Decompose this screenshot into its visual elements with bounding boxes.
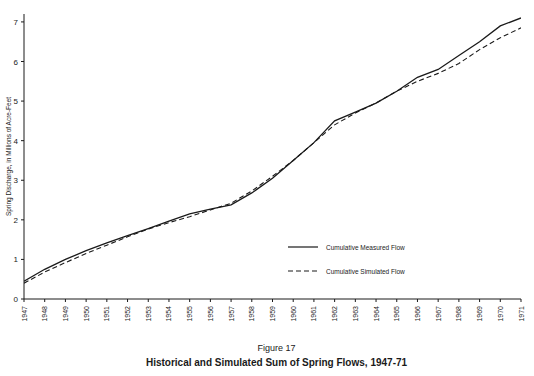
- x-tick: [479, 299, 480, 302]
- y-tick-label: 1: [14, 255, 19, 264]
- x-tick: [44, 299, 45, 302]
- y-tick-label: 3: [14, 176, 19, 185]
- figure-label: Figure 17: [257, 343, 295, 353]
- legend-swatch: [288, 270, 318, 271]
- x-tick-label: 1952: [124, 306, 131, 322]
- x-tick: [24, 299, 25, 302]
- x-tick-label: 1963: [352, 306, 359, 322]
- y-axis-label: Spring Discharge, in Millions of Acre-Fe…: [5, 97, 13, 216]
- x-tick-label: 1949: [62, 306, 69, 322]
- x-tick-label: 1962: [331, 306, 338, 322]
- x-tick: [251, 299, 252, 302]
- x-tick: [376, 299, 377, 302]
- x-tick-label: 1964: [373, 306, 380, 322]
- legend-label: Cumulative Measured Flow: [326, 244, 405, 251]
- x-tick: [521, 299, 522, 302]
- x-tick: [168, 299, 169, 302]
- x-tick-label: 1961: [310, 306, 317, 322]
- x-tick-label: 1950: [83, 306, 90, 322]
- x-tick: [189, 299, 190, 302]
- x-tick: [210, 299, 211, 302]
- y-tick-label: 0: [14, 295, 19, 304]
- chart: 0 1 2 3 4 5 6 7 1947 1948 1949 1950 1951 1952 1953 1954…: [0, 0, 534, 376]
- y-tick-label: 7: [14, 18, 19, 27]
- y-tick: [21, 61, 24, 62]
- x-tick-label: 1969: [476, 306, 483, 322]
- x-tick: [106, 299, 107, 302]
- x-tick: [313, 299, 314, 302]
- x-tick-label: 1971: [518, 306, 525, 322]
- y-tick-label: 2: [14, 216, 19, 225]
- x-tick: [127, 299, 128, 302]
- y-tick: [21, 259, 24, 260]
- y-tick-label: 4: [14, 137, 19, 146]
- x-tick: [417, 299, 418, 302]
- x-tick: [355, 299, 356, 302]
- legend-label: Cumulative Simulated Flow: [326, 268, 405, 275]
- x-tick: [231, 299, 232, 302]
- x-tick-label: 1958: [248, 306, 255, 322]
- x-tick-label: 1970: [497, 306, 504, 322]
- x-tick-label: 1955: [186, 306, 193, 322]
- x-tick-label: 1956: [207, 306, 214, 322]
- x-tick: [86, 299, 87, 302]
- x-tick: [396, 299, 397, 302]
- y-tick-label: 6: [14, 58, 19, 67]
- x-tick: [293, 299, 294, 302]
- series-line: [24, 18, 521, 281]
- x-tick-label: 1968: [455, 306, 462, 322]
- y-tick: [21, 21, 24, 22]
- y-tick: [21, 101, 24, 102]
- series-line: [24, 28, 521, 283]
- y-tick: [21, 180, 24, 181]
- x-tick: [334, 299, 335, 302]
- x-tick: [65, 299, 66, 302]
- y-axis: [24, 14, 25, 299]
- y-tick: [21, 219, 24, 220]
- x-tick: [458, 299, 459, 302]
- x-tick-label: 1947: [21, 306, 28, 322]
- x-tick-label: 1965: [393, 306, 400, 322]
- x-tick: [500, 299, 501, 302]
- x-tick-label: 1951: [103, 306, 110, 322]
- x-tick-label: 1960: [290, 306, 297, 322]
- x-tick-label: 1959: [269, 306, 276, 322]
- y-tick: [21, 140, 24, 141]
- legend-swatch: [288, 246, 318, 247]
- x-tick-label: 1953: [145, 306, 152, 322]
- x-tick: [438, 299, 439, 302]
- title: Historical and Simulated Sum of Spring F…: [146, 357, 408, 368]
- x-tick: [148, 299, 149, 302]
- y-tick-label: 5: [14, 97, 19, 106]
- x-tick-label: 1957: [228, 306, 235, 322]
- x-tick-label: 1948: [41, 306, 48, 322]
- x-tick: [272, 299, 273, 302]
- x-tick-label: 1967: [435, 306, 442, 322]
- plot-area: [24, 18, 521, 283]
- x-tick-label: 1966: [414, 306, 421, 322]
- x-tick-label: 1954: [165, 306, 172, 322]
